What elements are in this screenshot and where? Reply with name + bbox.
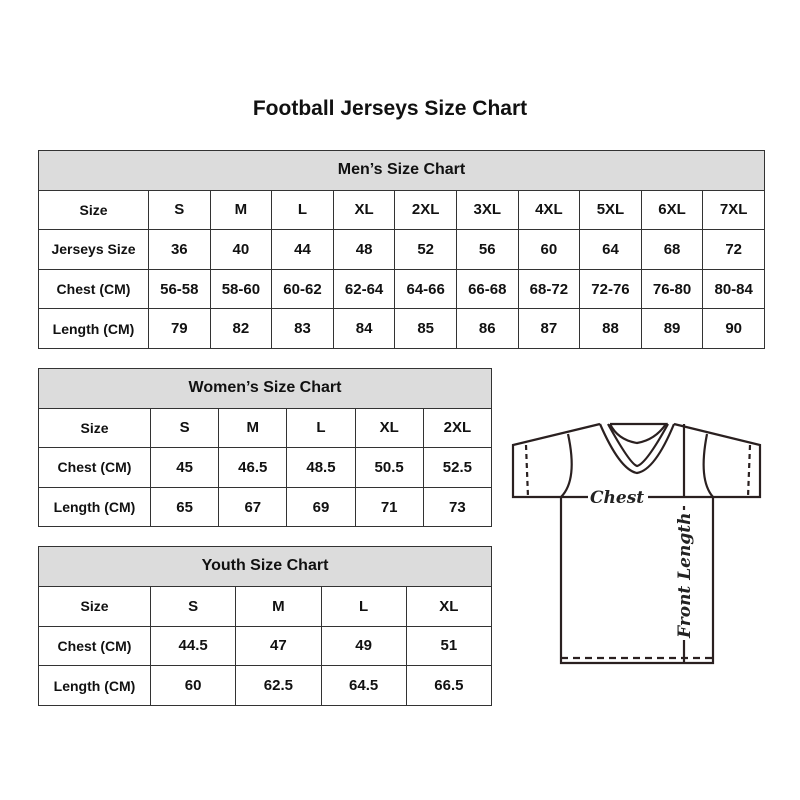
row-label: Length (CM)	[38, 486, 151, 528]
row-label: Chest (CM)	[38, 625, 151, 667]
table-cell: M	[235, 585, 322, 627]
table-cell: 52.5	[422, 447, 493, 488]
table-cell: 44.5	[149, 625, 237, 667]
row-label: Chest (CM)	[38, 268, 149, 310]
table-cell: 46.5	[218, 447, 288, 488]
table-cell: 90	[702, 308, 765, 349]
table-cell: S	[149, 585, 237, 627]
table-cell: 80-84	[702, 268, 765, 310]
table-row: Chest (CM) 45 46.5 48.5 50.5 52.5	[38, 447, 493, 488]
table-heading: Youth Size Chart	[38, 546, 492, 587]
table-row: Length (CM) 65 67 69 71 73	[38, 486, 493, 528]
table-cell: 60	[517, 229, 581, 270]
youth-size-table: Youth Size Chart Size S M L XL Chest (CM) 44.5 4…	[38, 546, 493, 707]
table-cell: 72-76	[579, 268, 642, 310]
table-cell: 71	[354, 486, 424, 528]
row-label: Length (CM)	[38, 665, 151, 707]
table-cell: 4XL	[517, 189, 581, 231]
table-cell: 88	[579, 308, 642, 349]
table-cell: 56	[455, 229, 519, 270]
table-cell: 2XL	[422, 407, 493, 449]
table-cell: 69	[286, 486, 356, 528]
row-label: Length (CM)	[38, 308, 149, 349]
jersey-outline	[511, 422, 762, 665]
row-label: Chest (CM)	[38, 447, 151, 488]
table-cell: S	[148, 189, 211, 231]
table-row: Chest (CM) 56-58 58-60 60-62 62-64 64-66 66-68…	[38, 268, 765, 310]
table-cell: 5XL	[579, 189, 642, 231]
table-cell: L	[286, 407, 356, 449]
table-cell: 6XL	[640, 189, 704, 231]
table-cell: 65	[149, 486, 220, 528]
table-cell: 48.5	[286, 447, 356, 488]
table-cell: 36	[148, 229, 211, 270]
table-cell: 66-68	[455, 268, 519, 310]
jersey-diagram: Chest Front Length	[511, 422, 762, 665]
table-cell: 72	[702, 229, 765, 270]
front-length-label: Front Length	[675, 513, 695, 639]
table-cell: 58-60	[209, 268, 273, 310]
row-label: Size	[38, 407, 151, 449]
table-row: Length (CM) 79 82 83 84 85 86 87 88 89 90	[38, 308, 765, 349]
table-cell: M	[218, 407, 288, 449]
table-cell: 3XL	[455, 189, 519, 231]
table-cell: 84	[332, 308, 396, 349]
table-cell: 76-80	[640, 268, 704, 310]
table-cell: 64.5	[320, 665, 407, 707]
row-label: Size	[38, 585, 151, 627]
page-title: Football Jerseys Size Chart	[252, 97, 528, 120]
table-cell: 52	[394, 229, 457, 270]
table-cell: 62-64	[332, 268, 396, 310]
table-cell: 60-62	[271, 268, 334, 310]
womens-size-table: Women’s Size Chart Size S M L XL 2XL Chest (CM)…	[38, 368, 493, 528]
table-heading: Men’s Size Chart	[38, 150, 765, 191]
table-cell: 85	[394, 308, 457, 349]
table-cell: 44	[271, 229, 334, 270]
table-cell: XL	[354, 407, 424, 449]
table-cell: L	[271, 189, 334, 231]
table-cell: L	[320, 585, 407, 627]
table-cell: XL	[332, 189, 396, 231]
table-row: Length (CM) 60 62.5 64.5 66.5	[38, 665, 493, 707]
table-cell: 68	[640, 229, 704, 270]
table-cell: 56-58	[148, 268, 211, 310]
table-cell: 73	[422, 486, 493, 528]
table-cell: 64-66	[394, 268, 457, 310]
mens-size-table: Men’s Size Chart Size S M L XL 2XL 3XL 4XL 5XL 6XL…	[38, 150, 765, 349]
table-cell: 2XL	[394, 189, 457, 231]
table-cell: 64	[579, 229, 642, 270]
table-cell: 60	[149, 665, 237, 707]
table-cell: 45	[149, 447, 220, 488]
row-label: Size	[38, 189, 149, 231]
table-cell: 86	[455, 308, 519, 349]
chest-label: Chest	[590, 488, 644, 508]
table-row: Chest (CM) 44.5 47 49 51	[38, 625, 493, 667]
table-cell: 68-72	[517, 268, 581, 310]
table-heading: Women’s Size Chart	[38, 368, 492, 409]
table-cell: 66.5	[405, 665, 493, 707]
table-cell: 89	[640, 308, 704, 349]
table-cell: 50.5	[354, 447, 424, 488]
table-cell: 82	[209, 308, 273, 349]
row-label: Jerseys Size	[38, 229, 149, 270]
table-row: Size S M L XL 2XL 3XL 4XL 5XL 6XL 7XL	[38, 189, 765, 231]
table-cell: XL	[405, 585, 493, 627]
table-cell: 48	[332, 229, 396, 270]
table-cell: 83	[271, 308, 334, 349]
table-cell: 7XL	[702, 189, 765, 231]
table-cell: 79	[148, 308, 211, 349]
table-cell: 67	[218, 486, 288, 528]
table-cell: S	[149, 407, 220, 449]
table-row: Size S M L XL	[38, 585, 493, 627]
table-cell: 49	[320, 625, 407, 667]
table-row: Jerseys Size 36 40 44 48 52 56 60 64 68 72	[38, 229, 765, 270]
table-cell: 62.5	[235, 665, 322, 707]
table-cell: 87	[517, 308, 581, 349]
table-cell: M	[209, 189, 273, 231]
table-cell: 47	[235, 625, 322, 667]
table-cell: 51	[405, 625, 493, 667]
table-cell: 40	[209, 229, 273, 270]
table-row: Size S M L XL 2XL	[38, 407, 493, 449]
